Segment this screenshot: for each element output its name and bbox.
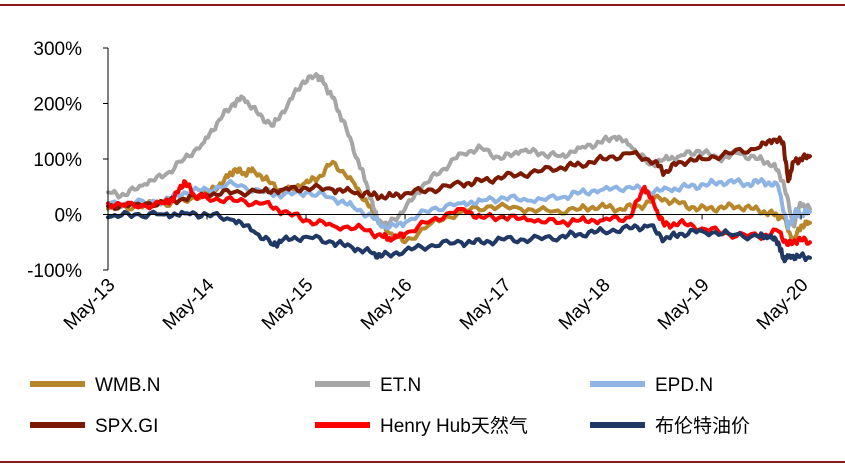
legend-label: EPD.N — [655, 375, 713, 396]
y-tick-label: 0% — [55, 206, 83, 227]
series-layer — [106, 72, 812, 264]
legend-label: WMB.N — [95, 375, 160, 396]
y-tick-label: 300% — [33, 39, 82, 60]
legend-item-brent: 布伦特油价 — [590, 415, 750, 437]
x-tick-label: May-13 — [60, 275, 120, 335]
x-axis-labels: May-13 May-14 May-15 May-16 May-17 May-1… — [60, 274, 813, 334]
series-line — [106, 72, 812, 229]
x-tick-label: May-17 — [456, 275, 516, 335]
y-tick-label: -100% — [27, 261, 82, 282]
legend-label: 布伦特油价 — [655, 415, 750, 437]
legend: WMB.N ET.N EPD.N SPX.GI Henry Hub天然气 布伦特… — [30, 375, 750, 437]
legend-label: Henry Hub天然气 — [380, 415, 528, 437]
bottom-rule — [0, 461, 845, 463]
y-tick-label: 200% — [33, 95, 82, 116]
legend-item-spx: SPX.GI — [30, 416, 158, 437]
x-tick-label: May-18 — [555, 275, 615, 335]
series-line — [106, 135, 812, 211]
series-line — [106, 159, 812, 245]
x-tick-label: May-16 — [357, 275, 417, 335]
y-axis-ticks — [103, 47, 108, 271]
x-tick-label: May-14 — [159, 274, 219, 334]
x-axis-ticks — [107, 214, 802, 220]
x-tick-label: May-20 — [753, 275, 813, 335]
x-tick-label: May-19 — [654, 275, 714, 335]
legend-item-et: ET.N — [315, 375, 421, 396]
x-tick-label: May-15 — [258, 275, 318, 335]
series-line — [106, 209, 812, 264]
series-line — [106, 179, 812, 247]
legend-item-wmb: WMB.N — [30, 375, 160, 396]
legend-label: SPX.GI — [95, 416, 158, 437]
legend-item-henry-hub: Henry Hub天然气 — [315, 415, 528, 437]
legend-label: ET.N — [380, 375, 421, 396]
y-tick-label: 100% — [33, 150, 82, 171]
top-rule — [0, 4, 845, 6]
legend-item-epd: EPD.N — [590, 375, 713, 396]
y-axis-labels: 300% 200% 100% 0% -100% — [27, 39, 82, 282]
